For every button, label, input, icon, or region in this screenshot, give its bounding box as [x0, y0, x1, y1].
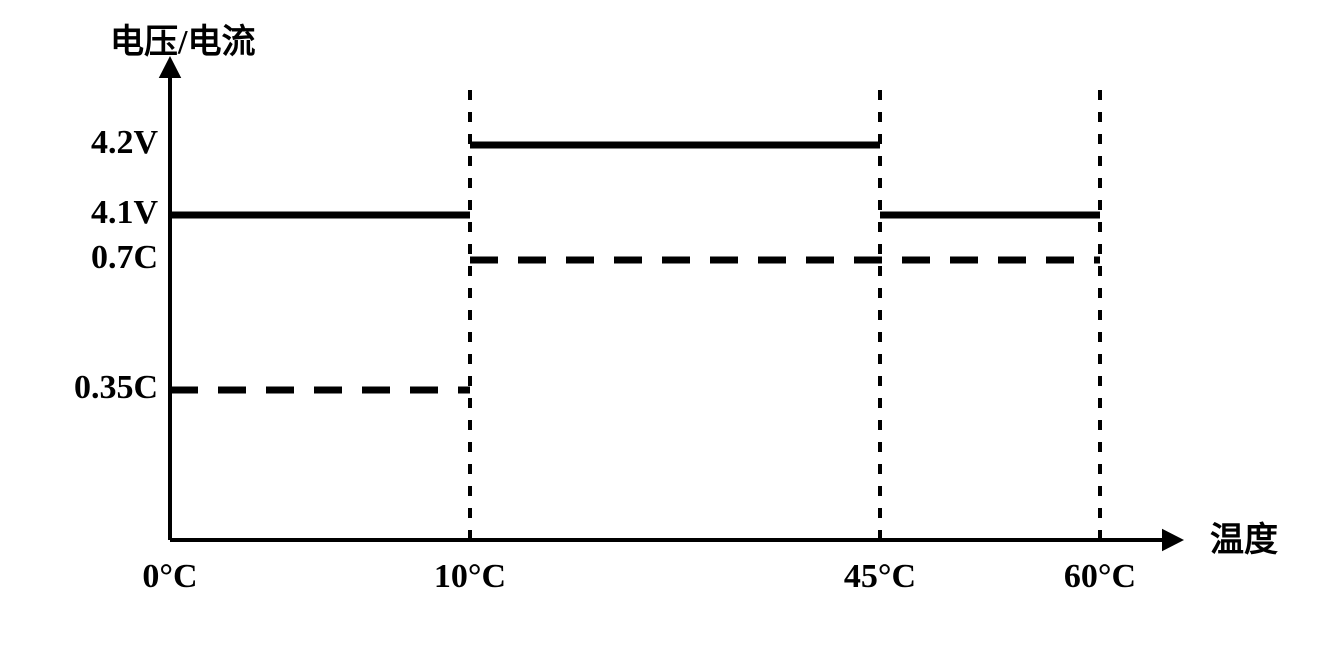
y-tick-label: 0.35C	[74, 369, 158, 407]
y-tick-label: 4.1V	[91, 194, 158, 232]
chart-svg	[0, 0, 1320, 648]
y-tick-label: 0.7C	[91, 239, 158, 277]
y-tick-label: 4.2V	[91, 124, 158, 162]
chart-container: 电压/电流 温度 4.2V 4.1V 0.7C 0.35C 0°C 10°C 4…	[0, 0, 1320, 648]
y-axis-label: 电压/电流	[110, 14, 255, 63]
x-axis-label: 温度	[1210, 512, 1278, 561]
x-tick-label: 10°C	[434, 558, 506, 596]
x-tick-label: 45°C	[844, 558, 916, 596]
x-tick-label: 60°C	[1064, 558, 1136, 596]
x-tick-label: 0°C	[142, 558, 197, 596]
